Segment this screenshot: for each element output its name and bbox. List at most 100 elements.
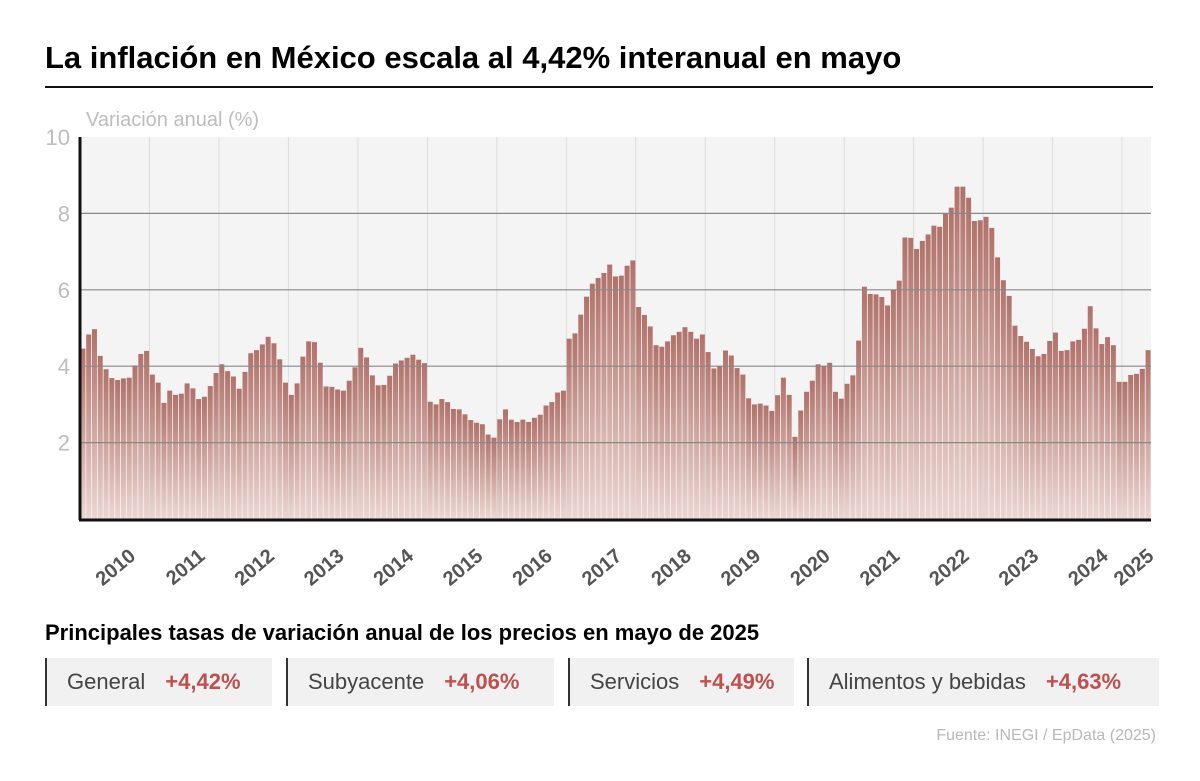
rate-card-subyacente: Subyacente +4,06%	[286, 658, 554, 706]
y-tick-label: 10	[46, 125, 70, 150]
x-tick-label: 2015	[439, 545, 487, 590]
bar	[954, 186, 960, 519]
bar	[1047, 340, 1053, 519]
bar	[86, 334, 92, 519]
bar	[196, 399, 202, 519]
bar	[335, 389, 341, 519]
bar	[861, 286, 867, 519]
x-tick-label: 2017	[578, 545, 626, 590]
bar	[809, 380, 815, 519]
bar	[763, 405, 769, 519]
bar	[775, 395, 781, 519]
bar	[977, 220, 983, 519]
x-tick-label: 2016	[509, 545, 557, 590]
bar	[827, 362, 833, 519]
x-tick-label: 2024	[1064, 544, 1113, 590]
bar	[728, 355, 734, 519]
bar	[705, 352, 711, 519]
bar	[1122, 381, 1128, 519]
bar	[340, 390, 346, 519]
bar	[960, 186, 966, 519]
bar	[265, 336, 271, 519]
bar	[630, 260, 636, 519]
x-tick-label: 2014	[370, 544, 419, 590]
bar	[317, 362, 323, 519]
bar	[450, 408, 456, 519]
bar	[80, 348, 86, 519]
bar	[931, 225, 937, 519]
bar	[670, 335, 676, 519]
bar	[618, 275, 624, 519]
bar	[908, 237, 914, 519]
bar	[497, 419, 503, 519]
rates-title: Principales tasas de variación anual de …	[45, 620, 760, 645]
bar	[364, 357, 370, 519]
x-tick-label: 2010	[92, 545, 140, 590]
rate-card-servicios: Servicios +4,49%	[568, 658, 794, 706]
bar	[173, 394, 179, 519]
rate-value: +4,49%	[699, 669, 775, 694]
bar	[161, 402, 167, 519]
x-tick-label: 2018	[647, 545, 695, 590]
bar	[682, 327, 688, 519]
inflation-bar-chart: 2 4 6 8 10 2010 2011 2012 2013 2014 2015 2016 2017 2…	[46, 109, 1159, 590]
bar	[167, 390, 173, 519]
y-tick-label: 6	[58, 278, 70, 303]
x-tick-label: 2023	[995, 545, 1043, 590]
bar	[589, 283, 595, 519]
bar	[468, 420, 474, 519]
bar	[311, 342, 317, 519]
bar	[387, 375, 393, 519]
bar	[1029, 349, 1035, 519]
bar	[937, 226, 943, 519]
bar	[1012, 325, 1018, 519]
bar	[578, 314, 584, 519]
bar	[115, 379, 121, 519]
bar	[421, 363, 427, 519]
bar	[91, 329, 97, 519]
bar	[885, 305, 891, 519]
bar	[491, 437, 497, 519]
x-tick-label: 2019	[717, 545, 765, 590]
bar	[526, 421, 532, 519]
bar	[1093, 328, 1099, 519]
bar	[375, 385, 381, 519]
x-tick-label: 2011	[162, 545, 209, 590]
bar	[641, 315, 647, 519]
bar	[294, 383, 300, 519]
bar	[792, 436, 798, 519]
bar	[271, 343, 277, 519]
bar	[184, 383, 190, 519]
bar	[398, 360, 404, 519]
bar	[815, 364, 821, 519]
bar	[1116, 381, 1122, 519]
bar	[560, 390, 566, 519]
bar	[850, 375, 856, 519]
rate-value: +4,63%	[1045, 669, 1122, 694]
bar	[1035, 356, 1041, 519]
bar	[919, 240, 925, 520]
x-tick-label: 2020	[786, 545, 834, 590]
y-tick-label: 8	[58, 201, 70, 226]
bar	[832, 391, 838, 519]
bar	[213, 373, 219, 519]
bar	[595, 277, 601, 519]
bar	[358, 347, 364, 519]
bar	[723, 350, 728, 519]
bar	[283, 382, 289, 519]
x-tick-label: 2022	[925, 545, 973, 590]
bar	[300, 356, 306, 519]
bar	[601, 272, 607, 519]
bar	[474, 422, 480, 519]
bar	[155, 382, 161, 519]
bar	[306, 341, 312, 519]
bar	[277, 359, 283, 519]
bar	[514, 421, 520, 519]
bar	[190, 388, 196, 519]
bar	[369, 375, 375, 519]
bar	[948, 207, 954, 520]
y-tick-label: 4	[58, 354, 70, 379]
bar	[323, 386, 329, 519]
bar	[144, 350, 150, 519]
bar	[236, 388, 242, 519]
